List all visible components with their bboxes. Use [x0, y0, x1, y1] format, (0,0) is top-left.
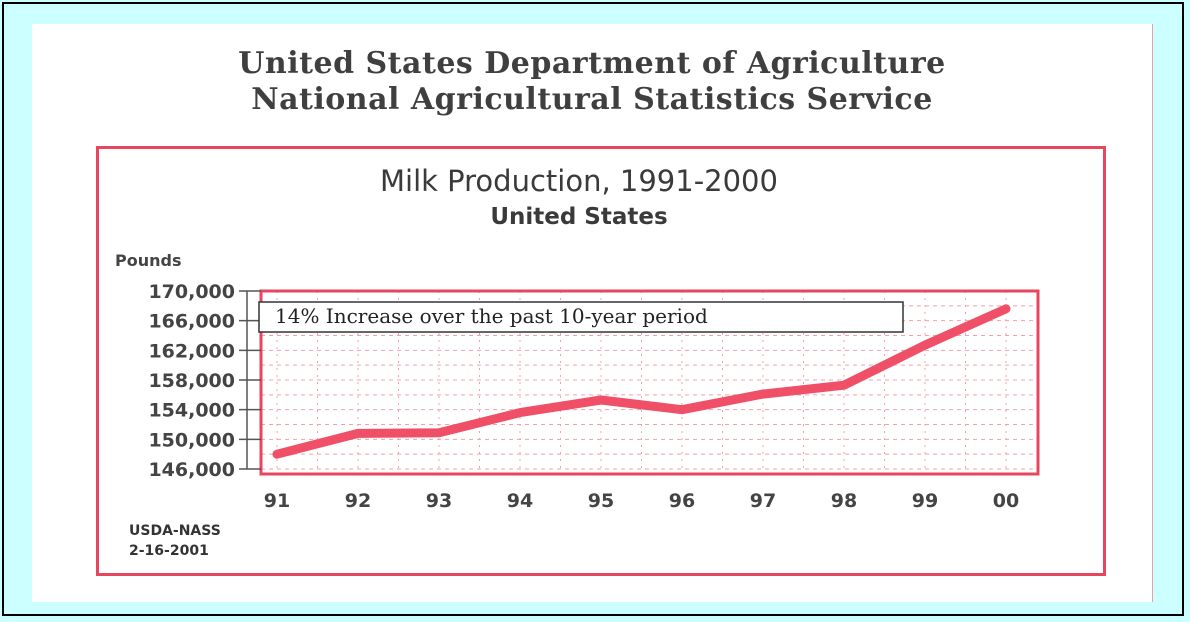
y-axis-label: Pounds [115, 251, 181, 270]
x-tick-label: 98 [831, 490, 857, 512]
annotation-box [258, 301, 904, 333]
header-title-service: National Agricultural Statistics Service [251, 82, 933, 117]
plot-area-frame [259, 289, 1040, 476]
x-ticks: 91 92 93 94 95 96 97 98 99 00 [264, 490, 1019, 512]
x-tick-label: 97 [750, 490, 776, 512]
y-tick-label: 166,000 [148, 311, 235, 333]
y-tick-label: 150,000 [148, 429, 235, 451]
source-agency: USDA-NASS [129, 523, 221, 539]
x-tick-label: 96 [669, 490, 695, 512]
x-tick-label: 91 [264, 490, 290, 512]
chart-svg: Milk Production, 1991-2000 United States… [115, 164, 1040, 559]
slide: United States Department of Agriculture … [32, 24, 1153, 602]
y-tick-label: 170,000 [148, 281, 235, 303]
y-ticks: 146,000 150,000 154,000 158,000 162,000 166,0… [148, 281, 261, 481]
source-date: 2-16-2001 [129, 543, 209, 559]
y-tick-label: 154,000 [148, 400, 235, 422]
y-tick-label: 162,000 [148, 340, 235, 362]
chart-subtitle: United States [490, 204, 667, 230]
x-tick-label: 93 [426, 490, 452, 512]
x-tick-label: 99 [912, 490, 938, 512]
x-tick-label: 94 [507, 490, 533, 512]
y-tick-label: 158,000 [148, 370, 235, 392]
header-title-agency: United States Department of Agriculture [238, 46, 946, 81]
chart-frame: Milk Production, 1991-2000 United States… [96, 146, 1106, 576]
y-tick-label: 146,000 [148, 459, 235, 481]
x-tick-label: 92 [345, 490, 371, 512]
x-tick-label: 95 [588, 490, 614, 512]
chart-title: Milk Production, 1991-2000 [380, 164, 778, 198]
series-line-milk-production [272, 304, 1011, 459]
x-tick-label: 00 [993, 490, 1019, 512]
annotation-text: 14% Increase over the past 10-year perio… [275, 304, 708, 328]
